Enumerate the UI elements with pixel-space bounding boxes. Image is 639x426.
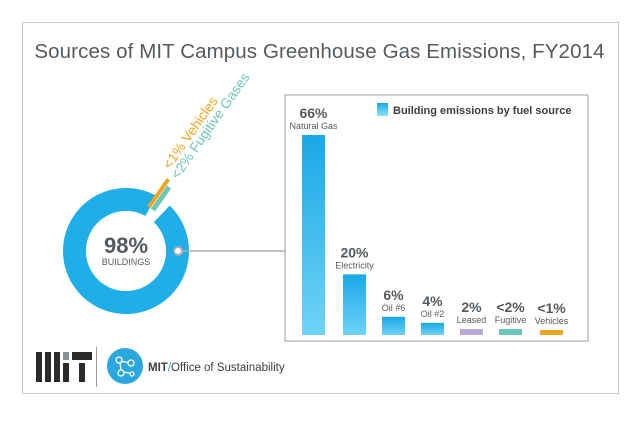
bar-2 <box>382 316 405 335</box>
bar-3 <box>421 322 444 335</box>
bar-4 <box>460 328 483 335</box>
footer-divider <box>96 347 97 387</box>
donut-slice-fugitive <box>150 185 172 212</box>
office-label: Office of Sustainability <box>171 362 285 374</box>
bar-panel-frame <box>284 94 589 342</box>
bar-category-1: Electricity <box>335 260 374 270</box>
bar-category-6: Vehicles <box>535 316 569 326</box>
sustainability-icon <box>107 348 143 384</box>
bar-1 <box>343 274 366 335</box>
bar-category-3: Oil #2 <box>421 309 445 319</box>
donut-center-label: BUILDINGS <box>102 257 151 267</box>
callout-label-1: <2% Fugitive Gases <box>167 70 252 182</box>
office-name: MIT/Office of Sustainability <box>148 362 285 374</box>
bar-value-label-6: <1% <box>537 300 566 316</box>
connector-dot <box>173 246 183 256</box>
bar-value-label-0: 66% <box>299 105 328 121</box>
bar-value-label-4: 2% <box>461 299 482 315</box>
bar-value-label-5: <2% <box>496 299 525 315</box>
bar-category-5: Fugitive <box>495 315 527 325</box>
bar-category-2: Oil #6 <box>382 303 406 313</box>
bar-value-label-2: 6% <box>383 287 404 303</box>
mit-logo <box>36 352 92 382</box>
donut-slice-vehicles <box>147 178 171 209</box>
bar-6 <box>540 330 563 335</box>
legend-label: Building emissions by fuel source <box>393 105 571 117</box>
bar-0 <box>302 135 325 335</box>
bar-category-0: Natural Gas <box>289 121 338 131</box>
legend-swatch <box>377 103 388 116</box>
chart-title: Sources of MIT Campus Greenhouse Gas Emi… <box>34 40 605 63</box>
bar-value-label-3: 4% <box>422 293 443 309</box>
office-org: MIT <box>148 362 168 374</box>
donut-slice-buildings <box>63 188 190 314</box>
donut-center-value: 98% <box>104 233 148 258</box>
bar-category-4: Leased <box>457 315 487 325</box>
bar-value-label-1: 20% <box>340 244 369 260</box>
bar-5 <box>499 329 522 335</box>
office-slash: / <box>167 362 172 374</box>
